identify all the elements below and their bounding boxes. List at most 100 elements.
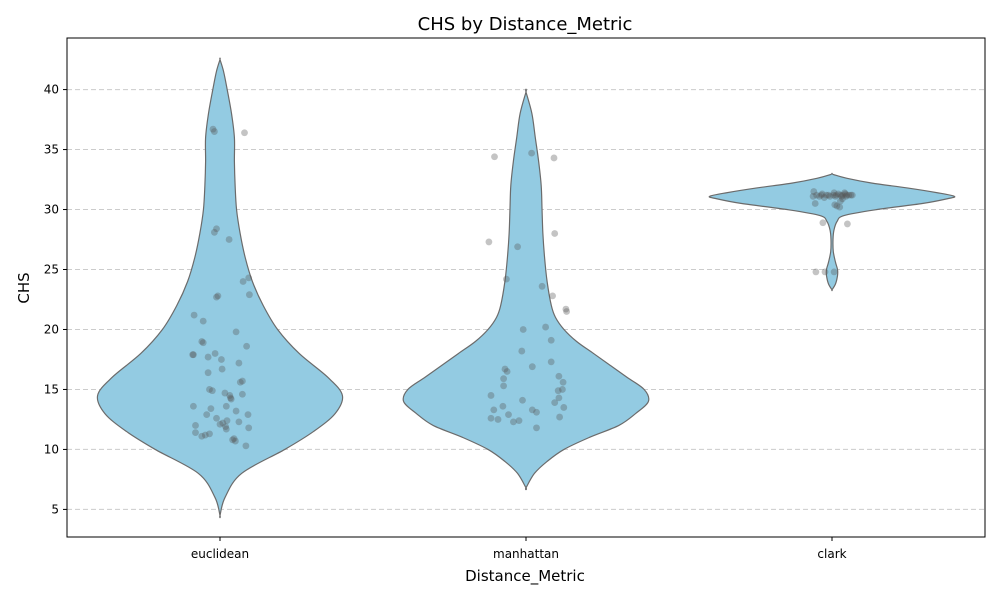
point-euclidean xyxy=(213,225,220,233)
point-euclidean xyxy=(235,359,243,367)
point-manhattan xyxy=(487,414,495,422)
y-tick-label: 10 xyxy=(44,442,59,456)
point-clark xyxy=(810,188,818,195)
point-clark xyxy=(832,192,839,200)
point-clark xyxy=(841,189,848,197)
point-clark xyxy=(831,201,839,209)
point-euclidean xyxy=(222,423,230,431)
point-clark xyxy=(812,268,820,276)
point-euclidean xyxy=(232,328,240,336)
point-clark xyxy=(821,268,829,276)
point-euclidean xyxy=(206,386,213,393)
point-manhattan xyxy=(563,308,570,315)
x-tick-label-euclidean: euclidean xyxy=(191,547,249,561)
point-euclidean xyxy=(192,429,199,437)
point-manhattan xyxy=(528,363,536,371)
point-clark xyxy=(837,197,844,205)
y-tick-label: 40 xyxy=(44,83,59,97)
point-manhattan xyxy=(510,418,517,426)
point-euclidean xyxy=(226,392,234,399)
point-clark xyxy=(823,191,830,199)
point-euclidean xyxy=(232,437,239,445)
point-euclidean xyxy=(189,351,197,359)
point-clark xyxy=(830,189,838,197)
point-euclidean xyxy=(190,402,197,410)
point-euclidean xyxy=(239,377,246,385)
point-clark xyxy=(837,191,844,199)
point-euclidean xyxy=(204,369,212,377)
point-clark xyxy=(839,191,846,199)
point-manhattan xyxy=(559,386,566,393)
y-tick-label: 15 xyxy=(44,382,59,396)
point-manhattan xyxy=(559,378,567,386)
point-euclidean xyxy=(229,436,237,444)
point-manhattan xyxy=(562,305,570,313)
point-clark xyxy=(848,191,856,199)
point-euclidean xyxy=(243,342,251,350)
point-euclidean xyxy=(230,435,238,443)
violin-euclidean xyxy=(96,57,344,519)
point-euclidean xyxy=(207,405,215,413)
point-clark xyxy=(826,192,834,200)
point-manhattan xyxy=(556,413,563,421)
chart-title: CHS by Distance_Metric xyxy=(418,14,633,35)
point-euclidean xyxy=(222,402,230,410)
point-manhattan xyxy=(560,404,568,411)
point-euclidean xyxy=(216,420,224,428)
point-manhattan xyxy=(500,382,507,390)
point-euclidean xyxy=(227,395,235,403)
y-tick-label: 5 xyxy=(51,502,59,516)
point-manhattan xyxy=(518,347,526,355)
point-manhattan xyxy=(549,292,556,300)
point-clark xyxy=(833,202,841,210)
x-axis: euclidean manhattan clark xyxy=(191,537,847,561)
point-euclidean xyxy=(214,292,222,300)
y-tick-label: 20 xyxy=(44,322,59,336)
point-manhattan xyxy=(503,368,511,375)
point-clark xyxy=(839,195,846,203)
point-clark xyxy=(841,190,849,198)
point-clark xyxy=(845,191,853,199)
point-manhattan xyxy=(503,275,510,283)
point-clark xyxy=(843,191,851,199)
point-clark xyxy=(830,191,837,199)
point-manhattan xyxy=(494,416,502,423)
point-euclidean xyxy=(241,129,248,137)
point-clark xyxy=(809,192,817,200)
point-manhattan xyxy=(555,372,563,380)
y-axis-label: CHS xyxy=(15,272,33,303)
point-manhattan xyxy=(519,326,527,333)
point-euclidean xyxy=(245,274,253,282)
point-manhattan xyxy=(533,424,540,432)
x-axis-label: Distance_Metric xyxy=(465,567,585,586)
x-tick-label-clark: clark xyxy=(817,547,846,561)
point-euclidean xyxy=(239,390,246,398)
point-euclidean xyxy=(222,425,230,433)
strip-points xyxy=(189,125,856,450)
point-euclidean xyxy=(213,414,220,422)
point-manhattan xyxy=(538,282,546,290)
point-euclidean xyxy=(218,356,225,363)
point-manhattan xyxy=(490,406,498,414)
point-euclidean xyxy=(206,430,213,438)
point-euclidean xyxy=(244,411,252,419)
point-euclidean xyxy=(211,228,218,236)
point-clark xyxy=(820,194,828,201)
point-clark xyxy=(819,219,827,227)
point-clark xyxy=(818,191,825,199)
point-euclidean xyxy=(225,236,233,243)
point-euclidean xyxy=(199,339,207,347)
point-clark xyxy=(818,190,826,198)
point-manhattan xyxy=(500,375,507,383)
point-euclidean xyxy=(219,419,227,427)
point-euclidean xyxy=(204,353,212,361)
y-axis: 5 10 15 20 25 30 35 40 xyxy=(44,83,67,516)
point-clark xyxy=(844,220,851,228)
point-clark xyxy=(825,191,832,199)
point-manhattan xyxy=(487,392,495,399)
point-manhattan xyxy=(528,149,535,157)
point-manhattan xyxy=(501,365,509,373)
point-manhattan xyxy=(555,394,563,402)
point-euclidean xyxy=(190,351,197,359)
point-euclidean xyxy=(209,125,217,133)
